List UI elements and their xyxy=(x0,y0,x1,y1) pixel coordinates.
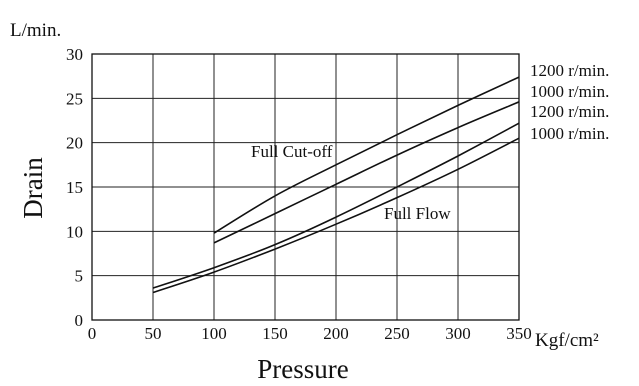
annotation-full-cutoff: Full Cut-off xyxy=(251,142,333,161)
plot-frame xyxy=(91,53,520,321)
x-tick-label: 350 xyxy=(506,324,532,343)
series-label-cutoff-1200: 1200 r/min. xyxy=(530,61,609,80)
series-line-3 xyxy=(152,137,520,294)
tick-labels: 0 50 100 150 200 250 300 350 0 5 10 15 20 25 30 xyxy=(66,45,532,343)
series-label-cutoff-1000: 1000 r/min. xyxy=(530,82,609,101)
y-tick-label: 20 xyxy=(66,134,83,153)
x-tick-label: 0 xyxy=(88,324,97,343)
y-tick-label: 30 xyxy=(66,45,83,64)
x-tick-label: 100 xyxy=(201,324,227,343)
y-tick-label: 10 xyxy=(66,222,83,241)
x-tick-label: 150 xyxy=(262,324,288,343)
series-label-flow-1000: 1000 r/min. xyxy=(530,124,609,143)
x-tick-label: 50 xyxy=(145,324,162,343)
annotation-full-flow: Full Flow xyxy=(384,204,451,223)
y-tick-label: 0 xyxy=(75,311,84,330)
y-tick-label: 15 xyxy=(66,178,83,197)
x-tick-label: 250 xyxy=(384,324,410,343)
grid xyxy=(91,53,520,321)
series-line-1 xyxy=(213,101,520,244)
x-unit-label: Kgf/cm² xyxy=(535,330,599,351)
y-axis-title: Drain xyxy=(18,157,48,219)
y-tick-label: 5 xyxy=(75,267,84,286)
series-label-flow-1200: 1200 r/min. xyxy=(530,102,609,121)
y-tick-label: 25 xyxy=(66,89,83,108)
x-axis-title: Pressure xyxy=(257,354,348,384)
x-tick-label: 200 xyxy=(323,324,349,343)
series-line-0 xyxy=(213,76,520,234)
x-tick-label: 300 xyxy=(445,324,471,343)
series-line-2 xyxy=(152,122,520,289)
y-unit-label: L/min. xyxy=(10,20,61,41)
curves xyxy=(152,76,520,294)
